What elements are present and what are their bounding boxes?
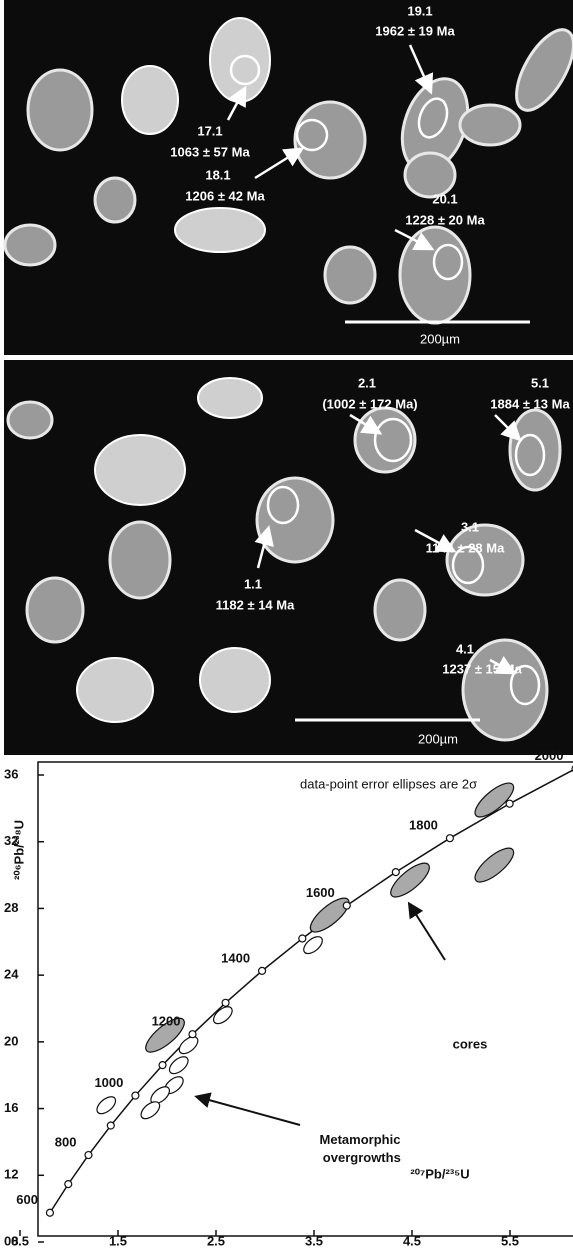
spot-age: (1002 ± 172 Ma): [322, 396, 417, 411]
age-label: 1400: [221, 950, 250, 965]
spot-age: 1228 ± 20 Ma: [405, 212, 485, 227]
spot-id: 18.1: [205, 167, 230, 182]
age-label: 1600: [306, 885, 335, 900]
y-tick-label: 24: [4, 967, 19, 982]
age-label: 2000: [535, 748, 564, 763]
y-tick-label: 12: [4, 1167, 18, 1182]
spot-age: 1063 ± 57 Ma: [170, 144, 250, 159]
age-label: 800: [55, 1134, 77, 1149]
age-marker: [392, 869, 399, 876]
spot-id: 2.1: [358, 375, 376, 390]
x-tick-label: 4.5: [403, 1233, 421, 1248]
y-tick-label: 20: [4, 1033, 18, 1048]
age-marker: [259, 967, 266, 974]
spot-id: 1.1: [244, 576, 262, 591]
age-label: 600: [16, 1192, 38, 1207]
age-marker: [506, 800, 513, 807]
age-marker: [159, 1062, 166, 1069]
x-tick-label: 5.5: [501, 1233, 519, 1248]
y-axis-title: ²⁰⁶Pb/²³⁸U: [11, 820, 26, 880]
age-marker: [222, 999, 229, 1006]
spot-age: 1206 ± 42 Ma: [185, 188, 265, 203]
age-marker: [85, 1152, 92, 1159]
age-marker: [343, 902, 350, 909]
spot-age: 1962 ± 19 Ma: [375, 23, 455, 38]
x-tick-label: 2.5: [207, 1233, 225, 1248]
y-tick-label: 36: [4, 766, 18, 781]
age-label: 1800: [409, 818, 438, 833]
annotation: data-point error ellipses are 2σ: [300, 776, 477, 791]
page: { "image_top": { "spots": [ {"id": "17.1…: [0, 0, 573, 1248]
spot-id: 20.1: [432, 191, 457, 206]
cl-image-top: 17.1 1063 ± 57 Ma 19.1 1962 ± 19 Ma 18.1…: [4, 0, 573, 355]
age-label: 1200: [152, 1014, 181, 1029]
age-marker: [446, 835, 453, 842]
age-marker: [107, 1122, 114, 1129]
scale-bar-label: 200µm: [420, 331, 460, 346]
spot-age: 1182 ± 14 Ma: [216, 597, 295, 612]
spot-age: 1884 ± 13 Ma: [490, 396, 570, 411]
plot-frame: [38, 762, 573, 1236]
age-marker: [132, 1092, 139, 1099]
spot-age: 1237 ± 15 Ma: [442, 661, 522, 676]
age-label: 1000: [94, 1075, 123, 1090]
x-tick-label: 3.5: [305, 1233, 323, 1248]
spot-id: 4.1: [456, 641, 474, 656]
x-axis-title: ²⁰⁷Pb/²³⁵U: [410, 1166, 469, 1181]
age-marker: [65, 1181, 72, 1188]
y-tick-label: 32: [4, 833, 18, 848]
age-marker: [299, 935, 306, 942]
legend-label: cores: [453, 1036, 488, 1051]
spot-id: 19.1: [407, 3, 432, 18]
y-tick-label: 16: [4, 1100, 18, 1115]
x-tick-label: 1.5: [109, 1233, 127, 1248]
spot-id: 17.1: [197, 123, 222, 138]
figure: 17.1 1063 ± 57 Ma 19.1 1962 ± 19 Ma 18.1…: [0, 0, 573, 1248]
spot-id: 3.1: [461, 519, 479, 534]
scale-bar-label: 200µm: [418, 731, 458, 746]
cl-image-bottom: 2.1 (1002 ± 172 Ma) 5.1 1884 ± 13 Ma 3.1…: [4, 360, 573, 755]
concordia-chart: data-point error ellipses are 2σ ²⁰⁶Pb/²…: [4, 748, 573, 1248]
x-tick-label: 0.5: [11, 1233, 29, 1248]
spot-id: 5.1: [531, 375, 549, 390]
age-marker: [46, 1209, 53, 1216]
spot-age: 1144 ± 28 Ma: [426, 540, 505, 555]
age-marker: [189, 1031, 196, 1038]
y-tick-label: 28: [4, 900, 18, 915]
